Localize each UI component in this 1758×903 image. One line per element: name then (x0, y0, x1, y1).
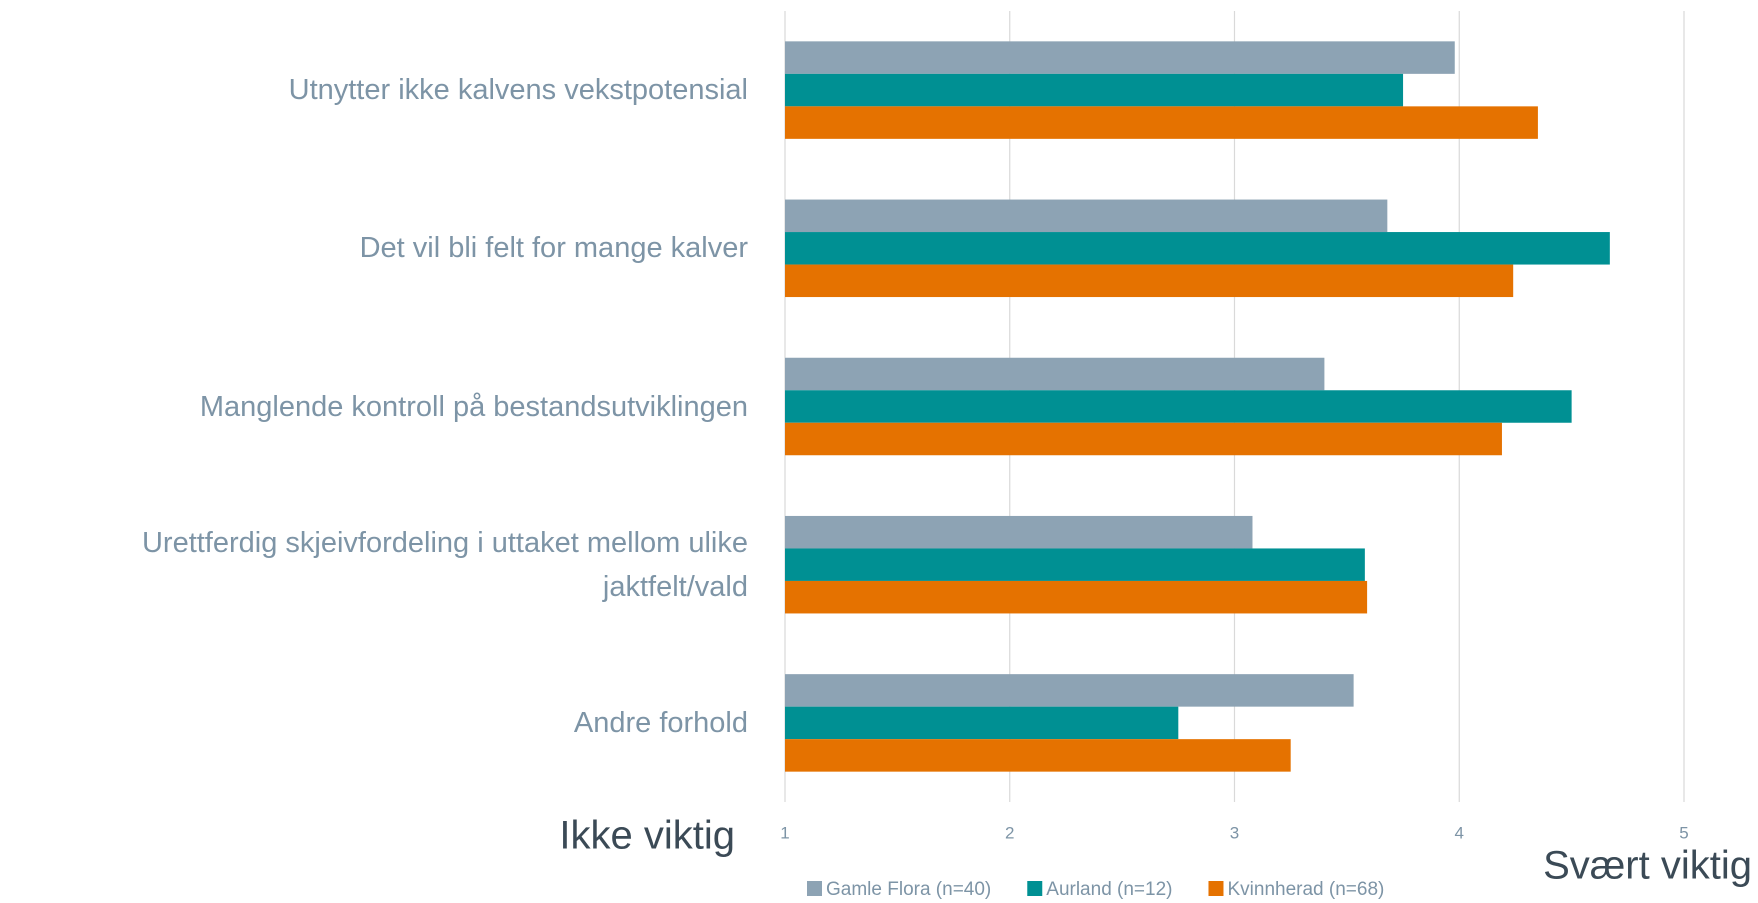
x-tick-label: 3 (1230, 823, 1239, 842)
bar (785, 73, 1404, 107)
category-label: Utnytter ikke kalvens vekstpotensial (288, 74, 748, 107)
x-tick-label: 4 (1455, 823, 1464, 842)
category-label: Manglende kontroll på bestandsutviklinge… (199, 390, 748, 423)
bar (785, 739, 1291, 772)
legend-swatch (807, 881, 822, 896)
bar (785, 674, 1354, 707)
legend-swatch (1208, 881, 1224, 896)
legend-label: Gamle Flora (n=40) (826, 879, 991, 900)
bar (785, 515, 1253, 549)
bar (785, 106, 1538, 139)
bar (785, 580, 1368, 614)
bar (785, 232, 1610, 265)
annotation-high: Svært viktig (1543, 844, 1752, 888)
bar (785, 264, 1514, 298)
bar (785, 41, 1455, 74)
legend-swatch (1027, 881, 1043, 896)
bar (785, 422, 1502, 456)
x-tick-label: 1 (780, 823, 789, 842)
legend-label: Aurland (n=12) (1046, 879, 1172, 900)
bar (785, 199, 1388, 233)
x-tick-label: 2 (1005, 823, 1014, 842)
legend-label: Kvinnherad (n=68) (1227, 879, 1384, 900)
x-tick-label: 5 (1679, 823, 1688, 842)
bar (785, 390, 1572, 423)
category-label: Urettferdig skjeivfordeling i uttaket me… (141, 526, 748, 603)
bar (785, 706, 1179, 740)
bar (785, 548, 1365, 581)
bar (785, 357, 1325, 391)
category-label: Andre forhold (573, 706, 748, 739)
category-label: Det vil bli felt for mange kalver (359, 232, 748, 265)
annotation-low: Ikke viktig (559, 814, 735, 858)
